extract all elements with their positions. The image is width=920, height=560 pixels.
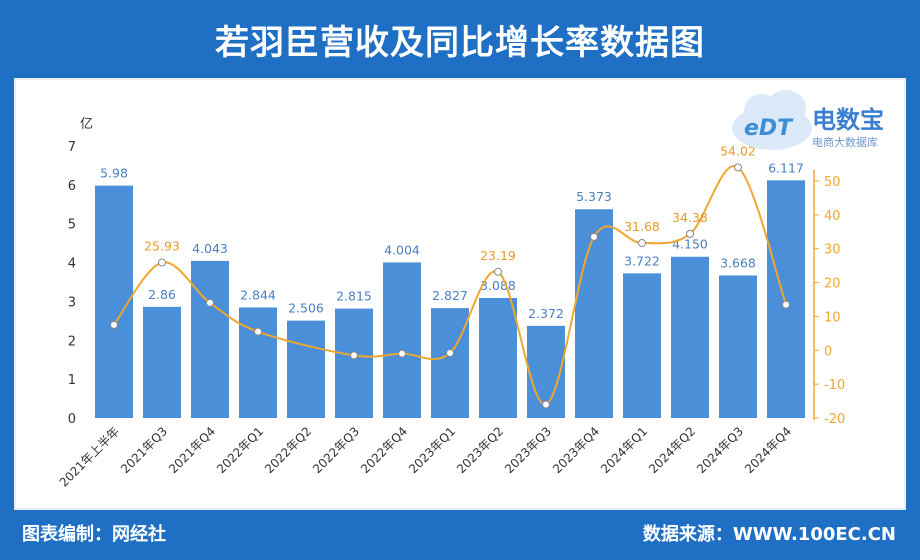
growth-point: [590, 232, 598, 241]
growth-point: [254, 327, 262, 336]
right-axis-tick: 30: [824, 243, 841, 258]
growth-point: [494, 267, 502, 276]
right-axis-tick: -20: [824, 412, 845, 427]
x-tick-label: 2024年Q2: [646, 424, 698, 476]
growth-value-label: 34.38: [672, 210, 708, 225]
bar-value-label: 5.98: [100, 166, 128, 181]
growth-point: [158, 258, 166, 267]
x-tick-label: 2023年Q4: [550, 424, 602, 476]
logo-brand: 电数宝: [812, 106, 884, 134]
x-tick-label: 2021年Q3: [118, 424, 170, 476]
bar: [767, 180, 805, 418]
right-axis-tick: 50: [824, 175, 841, 190]
right-axis-tick: 0: [824, 344, 832, 359]
line-series: 25.93 23.19 31.68 34.38 54.02: [110, 143, 790, 409]
x-tick-label: 2023年Q2: [454, 424, 506, 476]
x-tick-label: 2022年Q3: [310, 424, 362, 476]
chart-title: 若羽臣营收及同比增长率数据图: [215, 22, 705, 63]
logo-cloud-icon: [732, 90, 812, 150]
bar: [239, 307, 277, 418]
growth-point: [638, 239, 646, 248]
bar: [479, 298, 517, 418]
right-axis-tick: 40: [824, 209, 841, 224]
growth-point: [206, 298, 214, 307]
growth-point: [350, 351, 358, 360]
logo-mark: eDT: [744, 116, 793, 141]
bar-value-label: 4.004: [384, 242, 420, 257]
bar: [287, 320, 325, 418]
bar: [143, 306, 181, 418]
bar: [623, 273, 661, 418]
footer-source: 数据来源：WWW.100EC.CN: [642, 524, 896, 545]
bar: [671, 256, 709, 418]
bar-value-label: 2.506: [288, 301, 324, 316]
growth-point: [446, 348, 454, 357]
bar: [383, 262, 421, 418]
growth-point: [110, 320, 118, 329]
right-axis-tick: -10: [824, 378, 845, 393]
left-axis: 0 1 2 3 4 5 6 7亿: [68, 117, 93, 427]
growth-point: [686, 229, 694, 238]
bar-value-label: 2.372: [528, 306, 564, 321]
x-tick-label: 2023年Q1: [406, 424, 458, 476]
bar: [575, 209, 613, 418]
x-tick-label: 2024年Q3: [694, 424, 746, 476]
x-tick-label: 2024年Q1: [598, 424, 650, 476]
left-axis-unit: 亿: [80, 117, 93, 132]
x-tick-label: 2021年Q4: [166, 424, 218, 476]
chart-panel: [14, 78, 906, 510]
bar-value-label: 4.150: [672, 237, 708, 252]
bar: [335, 308, 373, 418]
x-tick-label: 2022年Q1: [214, 424, 266, 476]
right-axis: -20 -10 0 10 20 30 40 50: [813, 170, 845, 427]
bar: [719, 275, 757, 418]
right-axis-tick: 10: [824, 310, 841, 325]
bar-value-label: 3.668: [720, 255, 756, 270]
bar: [431, 308, 469, 418]
bar-value-label: 2.86: [148, 287, 176, 302]
bar-value-label: 2.815: [336, 289, 372, 304]
growth-value-label: 25.93: [144, 238, 180, 253]
bar-series: 5.98 2.86 4.043 2.844 2.506 2.815 4.004 2.827 3.…: [95, 160, 805, 418]
footer-credit: 图表编制：网经社: [22, 524, 166, 545]
growth-point: [782, 300, 790, 309]
growth-point: [734, 163, 742, 172]
left-axis-tick: 3: [68, 295, 76, 310]
left-axis-tick: 1: [68, 373, 76, 388]
growth-value-label: 54.02: [720, 143, 756, 158]
left-axis-tick: 2: [68, 334, 76, 349]
left-axis-tick: 4: [68, 257, 76, 272]
growth-point: [398, 349, 406, 358]
bar: [191, 260, 229, 418]
growth-point: [542, 400, 550, 409]
left-axis-tick: 6: [68, 179, 76, 194]
x-tick-label: 2021年上半年: [57, 424, 122, 489]
bar: [95, 185, 133, 418]
bar-value-label: 2.844: [240, 287, 276, 302]
bar-value-label: 5.373: [576, 189, 612, 204]
x-tick-label: 2022年Q2: [262, 424, 314, 476]
logo-sub: 电商大数据库: [812, 136, 878, 149]
x-tick-label: 2022年Q4: [358, 424, 410, 476]
growth-value-label: 31.68: [624, 219, 660, 234]
left-axis-tick: 7: [68, 140, 76, 155]
bar-value-label: 2.827: [432, 288, 468, 303]
left-axis-tick: 5: [68, 218, 76, 233]
bar-value-label: 3.722: [624, 253, 660, 268]
right-axis-tick: 20: [824, 277, 841, 292]
x-tick-label: 2023年Q3: [502, 424, 554, 476]
x-tick-label: 2024年Q4: [742, 424, 794, 476]
bar-value-label: 6.117: [768, 160, 804, 175]
x-axis-labels: 2021年上半年2021年Q32021年Q42022年Q12022年Q22022…: [57, 424, 794, 489]
growth-value-label: 23.19: [480, 248, 516, 263]
bar-value-label: 4.043: [192, 241, 228, 256]
left-axis-tick: 0: [68, 412, 76, 427]
